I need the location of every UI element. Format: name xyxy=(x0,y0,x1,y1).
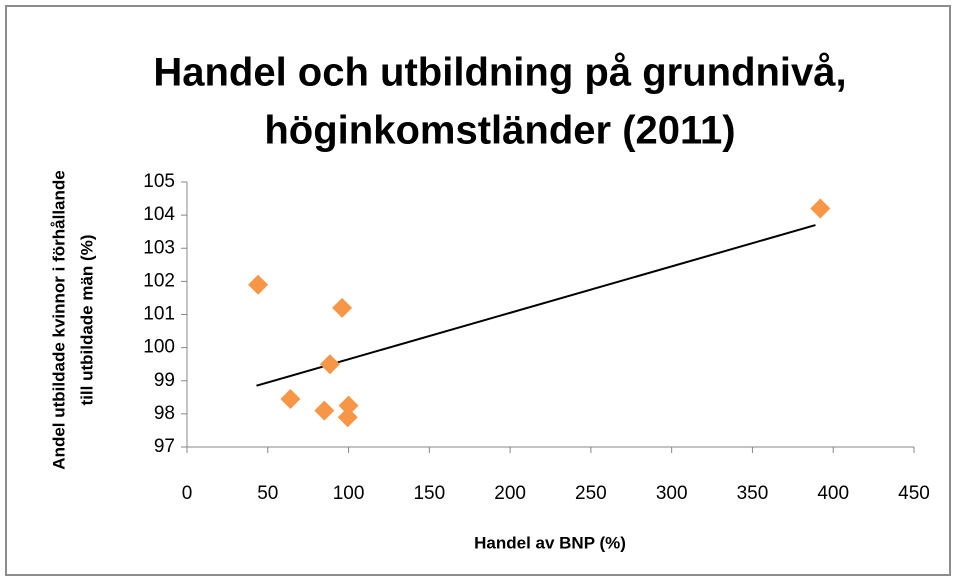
scatter-point xyxy=(337,407,358,428)
x-tick-label: 250 xyxy=(575,483,607,504)
y-axis-label: Andel utbildade kvinnor i förhållande xyxy=(49,170,68,469)
y-tick-label: 99 xyxy=(154,370,175,391)
x-tick-label: 150 xyxy=(413,483,445,504)
scatter-point xyxy=(810,198,831,219)
scatter-point xyxy=(314,400,335,421)
y-tick-label: 103 xyxy=(143,237,175,258)
y-tick-label: 102 xyxy=(143,270,175,291)
x-tick-label: 50 xyxy=(257,483,278,504)
y-tick-label: 101 xyxy=(143,304,175,325)
x-tick-label: 0 xyxy=(182,483,193,504)
trendline xyxy=(256,224,816,387)
scatter-point xyxy=(319,354,340,375)
scatter-point xyxy=(332,297,353,318)
x-tick-label: 350 xyxy=(737,483,769,504)
y-tick-label: 98 xyxy=(154,403,175,424)
y-axis-label: till utbildade män (%) xyxy=(77,235,96,406)
x-tick-label: 100 xyxy=(333,483,365,504)
y-tick-label: 104 xyxy=(143,204,175,225)
x-axis-label: Handel av BNP (%) xyxy=(474,533,626,552)
scatter-point xyxy=(248,274,269,295)
scatter-point xyxy=(280,388,301,409)
x-tick-label: 400 xyxy=(817,483,849,504)
chart-title: höginkomstländer (2011) xyxy=(264,109,735,153)
chart-title: Handel och utbildning på grundnivå, xyxy=(153,51,846,95)
x-tick-label: 200 xyxy=(494,483,526,504)
y-tick-label: 97 xyxy=(154,436,175,457)
x-tick-label: 450 xyxy=(898,483,930,504)
y-tick-label: 105 xyxy=(143,171,175,192)
x-tick-label: 300 xyxy=(656,483,688,504)
y-tick-label: 100 xyxy=(143,337,175,358)
chart-frame xyxy=(5,5,951,576)
scatter-point xyxy=(338,395,359,416)
